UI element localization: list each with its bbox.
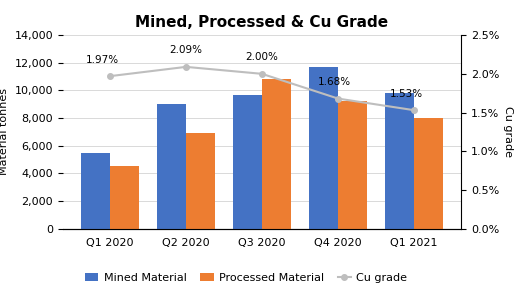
Cu grade [411,108,417,112]
Bar [338,101,367,229]
Cu grade [259,72,265,76]
Y-axis label: Material tonnes: Material tonnes [0,88,9,175]
Title: Mined, Processed & Cu Grade: Mined, Processed & Cu Grade [135,15,389,30]
Bar [385,93,414,229]
Bar [309,67,338,229]
Bar [186,133,215,229]
Bar [110,166,139,229]
Bar [414,118,443,229]
Cu grade [183,65,189,69]
Text: 1.97%: 1.97% [86,54,119,64]
Legend: Mined Material, Processed Material, Cu grade: Mined Material, Processed Material, Cu g… [81,269,412,287]
Cu grade [107,74,113,78]
Y-axis label: Cu grade: Cu grade [503,106,513,157]
Cu grade [335,97,341,100]
Bar [157,104,186,229]
Text: 1.53%: 1.53% [390,88,423,98]
Text: 1.68%: 1.68% [318,77,351,87]
Bar [262,79,291,229]
Bar [233,95,262,229]
Text: 2.00%: 2.00% [246,52,278,62]
Line: Cu grade: Cu grade [107,64,417,113]
Text: 2.09%: 2.09% [169,45,202,55]
Bar [81,153,110,229]
